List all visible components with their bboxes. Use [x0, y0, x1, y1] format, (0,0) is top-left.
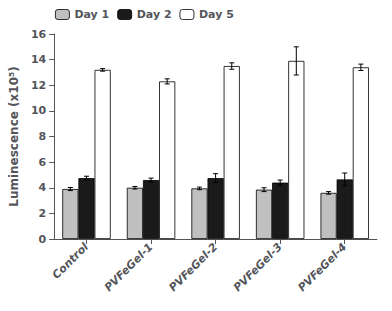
svg-text:PVFeGel-2: PVFeGel-2 — [166, 240, 220, 294]
svg-text:Day 2: Day 2 — [137, 8, 172, 21]
svg-text:12: 12 — [31, 79, 46, 92]
svg-text:16: 16 — [31, 28, 47, 41]
svg-text:PVFeGel-3: PVFeGel-3 — [231, 240, 285, 294]
svg-text:0: 0 — [39, 233, 47, 246]
svg-text:Luminescence (x10⁵): Luminescence (x10⁵) — [7, 66, 21, 207]
svg-text:4: 4 — [39, 181, 47, 194]
svg-text:2: 2 — [39, 207, 47, 220]
svg-text:PVFeGel-4: PVFeGel-4 — [296, 240, 350, 294]
svg-text:Day 5: Day 5 — [199, 8, 234, 21]
svg-text:Control: Control — [50, 240, 91, 281]
svg-text:6: 6 — [39, 156, 47, 169]
svg-text:PVFeGel-1: PVFeGel-1 — [102, 240, 156, 294]
svg-text:Day 1: Day 1 — [74, 8, 109, 21]
svg-text:10: 10 — [31, 104, 47, 117]
svg-text:8: 8 — [39, 130, 47, 143]
svg-text:14: 14 — [31, 53, 47, 66]
